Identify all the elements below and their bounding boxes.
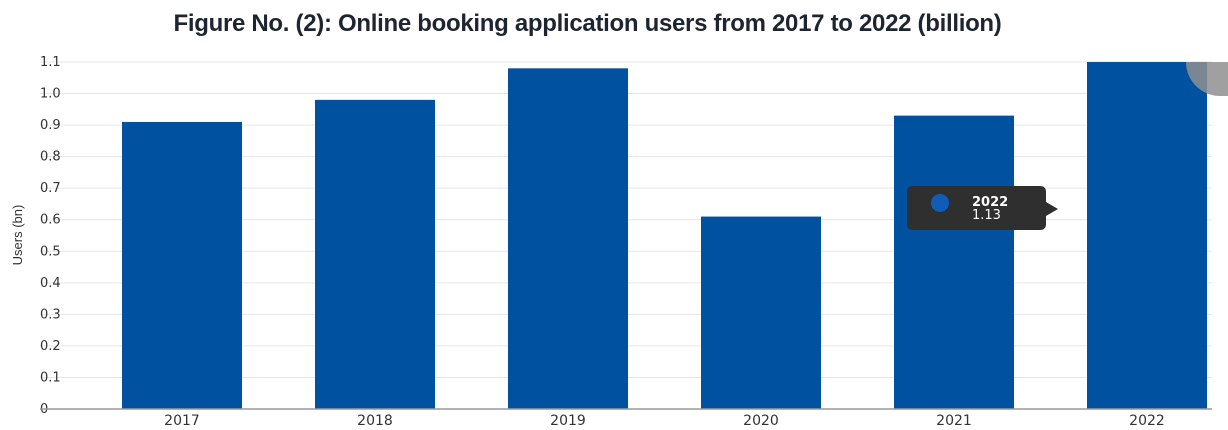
- y-tick-label: 0.7: [40, 181, 61, 196]
- bar-2017[interactable]: [122, 121, 242, 409]
- tooltip-value: 1.13: [972, 208, 1001, 223]
- y-tick-label: 0.9: [40, 118, 61, 133]
- bars: [122, 62, 1207, 410]
- tooltip-series-dot: [931, 194, 949, 212]
- y-tick-label: 0.6: [40, 213, 61, 228]
- x-tick-label: 2019: [550, 413, 586, 429]
- x-axis-labels: 2017 2018 2019 2020 2021 2022: [164, 413, 1165, 429]
- y-tick-label: 0.4: [40, 276, 61, 291]
- bar-2019[interactable]: [508, 68, 628, 410]
- bar-2018[interactable]: [315, 99, 435, 409]
- y-tick-label: 0.3: [40, 307, 61, 322]
- corner-overlay-shape: [1186, 62, 1228, 96]
- y-axis-title: Users (bn): [10, 205, 25, 266]
- y-tick-label: 0.2: [40, 339, 61, 354]
- x-tick-label: 2021: [936, 413, 972, 429]
- y-axis-ticks: 00.10.20.30.40.50.60.70.80.91.01.1: [40, 55, 61, 417]
- bar-2022[interactable]: [1087, 62, 1207, 409]
- y-tick-label: 0.8: [40, 150, 61, 165]
- bar-2021[interactable]: [894, 115, 1014, 410]
- bar-2020[interactable]: [701, 216, 821, 409]
- x-tick-label: 2017: [164, 413, 200, 429]
- x-tick-label: 2018: [357, 413, 393, 429]
- y-tick-label: 0.1: [40, 370, 61, 385]
- x-tick-label: 2022: [1129, 413, 1165, 429]
- x-tick-label: 2020: [743, 413, 779, 429]
- y-tick-label: 1.1: [40, 55, 61, 70]
- data-tooltip: 2022 1.13: [907, 186, 1058, 230]
- chart-title: Figure No. (2): Online booking applicati…: [173, 10, 1002, 37]
- tooltip-year: 2022: [972, 195, 1008, 210]
- y-tick-label: 0.5: [40, 244, 61, 259]
- y-tick-label: 1.0: [40, 87, 61, 102]
